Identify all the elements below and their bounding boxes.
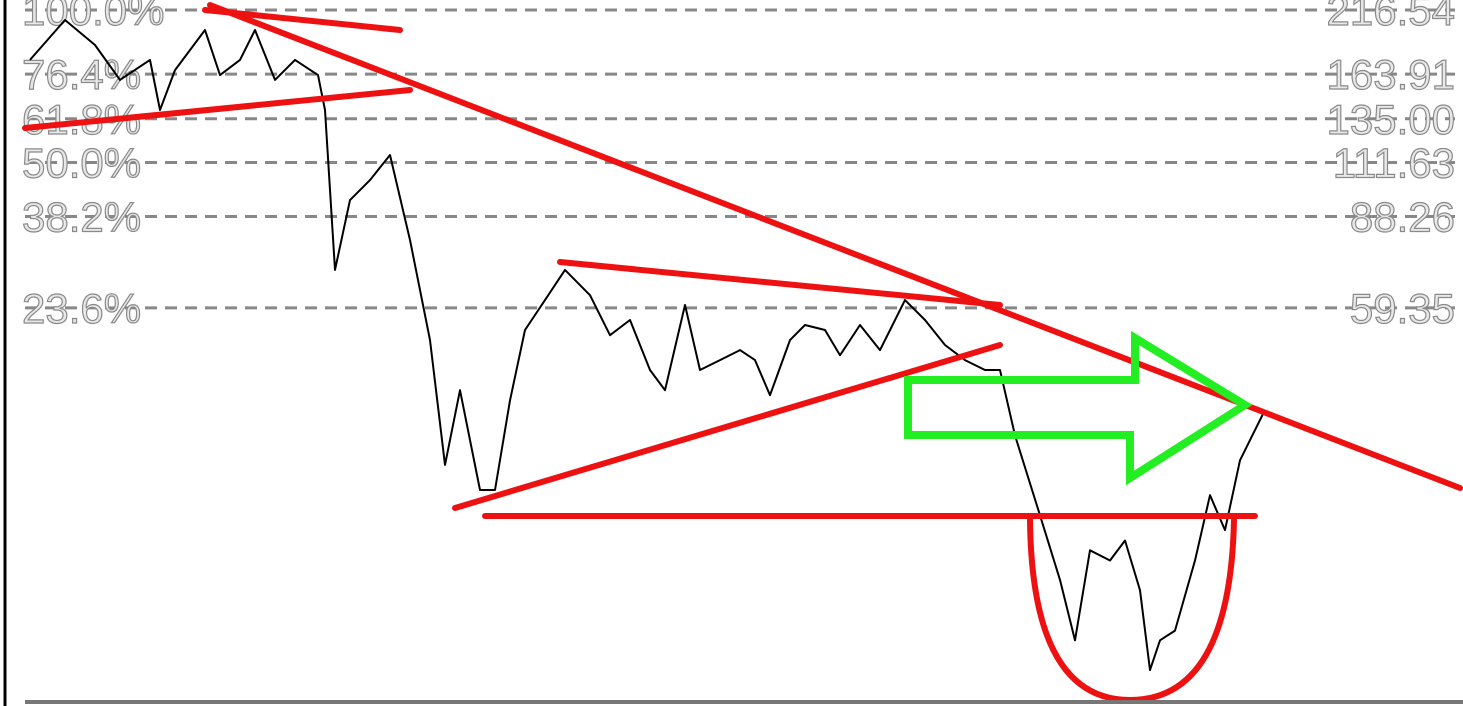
price-label: 163.91: [1327, 51, 1455, 98]
trend-line: [557, 259, 1003, 308]
percent-label: 76.4%: [22, 51, 141, 98]
percent-label: 100.0%: [22, 0, 164, 34]
trend-line: [207, 2, 1463, 491]
breakout-arrow: [904, 330, 1253, 486]
price-label: 88.26: [1350, 194, 1455, 241]
percent-label: 23.6%: [22, 285, 141, 332]
percent-label: 38.2%: [22, 194, 141, 241]
trend-line: [452, 342, 1003, 511]
percent-label: 50.0%: [22, 140, 141, 187]
price-label: 111.63: [1333, 140, 1455, 187]
trend-line: [22, 87, 413, 131]
annotations: [22, 2, 1463, 704]
level-labels: 216.54100.0%163.9176.4%135.0061.8%111.63…: [21, 0, 1455, 333]
price-line: [29, 19, 1266, 672]
price-label: 59.35: [1350, 285, 1455, 332]
price-label: 216.54: [1327, 0, 1455, 34]
price-label: 135.00: [1327, 96, 1455, 143]
grid: [25, 8, 1455, 310]
price-line: [29, 19, 1266, 672]
